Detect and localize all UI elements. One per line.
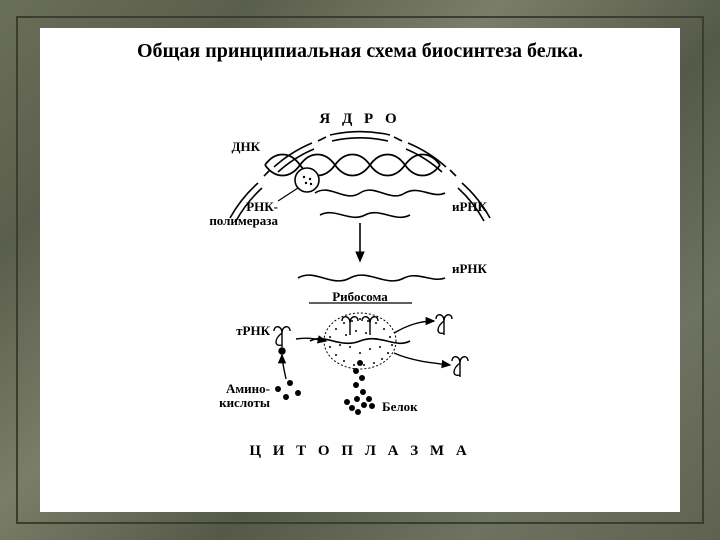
polymerase-label-2: полимераза	[209, 213, 278, 228]
mrna-cyto-label: иРНК	[452, 261, 488, 276]
amino-label-2: кислоты	[219, 395, 270, 410]
polymerase-label-1: РНК-	[246, 199, 278, 214]
cytoplasm-label: Ц И Т О П Л А З М А	[249, 443, 470, 459]
ribosome-label: Рибосома	[332, 289, 388, 304]
mrna-nucleus-label: иРНК	[452, 199, 488, 214]
protein-label: Белок	[382, 399, 418, 414]
diagram-title: Общая принципиальная схема биосинтеза бе…	[40, 40, 680, 63]
dna-label: ДНК	[232, 139, 261, 154]
amino-arrow	[282, 355, 286, 379]
trna-left	[274, 327, 290, 354]
trna-out-arrow2	[394, 353, 450, 365]
trna-out-arrow1	[394, 321, 434, 333]
trna-right2	[452, 357, 468, 377]
rna-polymerase	[278, 168, 319, 201]
trna-label: тРНК	[236, 323, 270, 338]
dna-helix	[265, 155, 440, 176]
amino-acids	[275, 380, 301, 400]
nucleus-label: Я Д Р О	[319, 111, 400, 127]
trna-right1	[436, 315, 452, 335]
mrna-nucleus	[315, 190, 445, 217]
biosynthesis-diagram: ДНК РНК- полимераза иРНК Я Д Р О	[60, 63, 660, 473]
outer-frame: Общая принципиальная схема биосинтеза бе…	[0, 0, 720, 540]
slide-paper: Общая принципиальная схема биосинтеза бе…	[40, 28, 680, 512]
mrna-cytoplasm	[298, 275, 445, 281]
amino-label-1: Амино-	[226, 381, 270, 396]
